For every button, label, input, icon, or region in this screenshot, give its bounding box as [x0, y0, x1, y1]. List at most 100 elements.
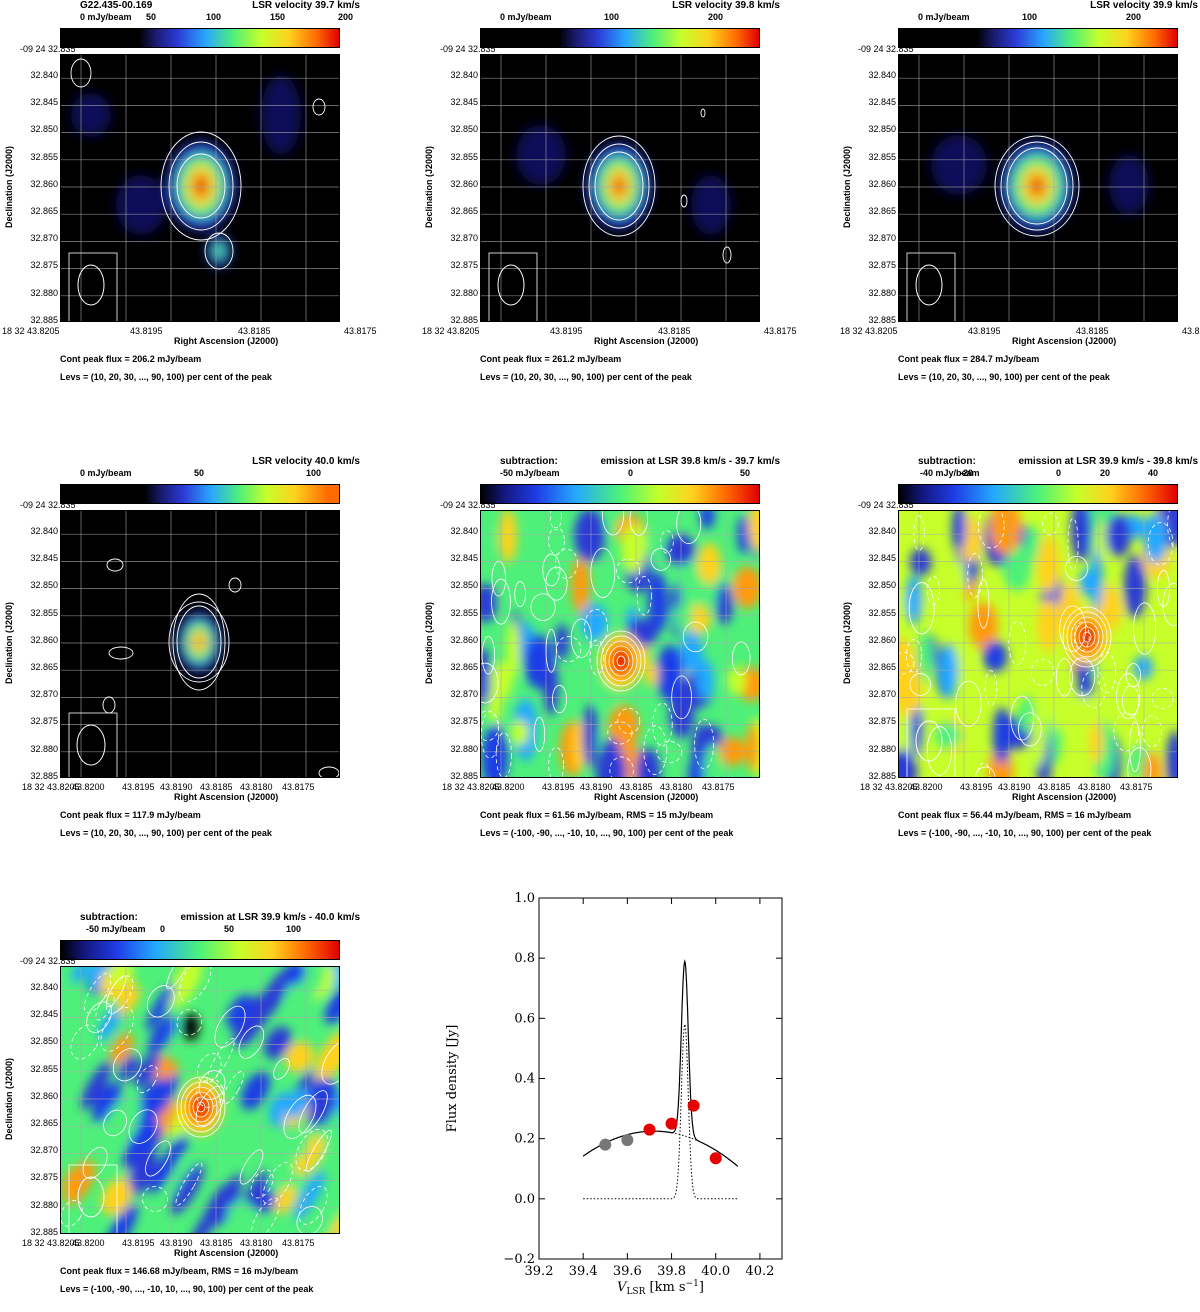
dec-tick-label: 32.855	[450, 607, 478, 618]
dec-tick-label: 32.885	[450, 314, 478, 325]
contour	[1000, 141, 1074, 231]
colorbar	[480, 28, 760, 48]
map-image	[60, 54, 340, 322]
dec-tick-label: 32.850	[868, 580, 896, 591]
contour	[175, 1162, 203, 1206]
emission-blob	[727, 666, 747, 695]
emission-blob	[171, 1136, 188, 1159]
red-data-point	[709, 1152, 722, 1165]
dec-tick-label: 32.865	[30, 206, 58, 216]
contour	[656, 740, 683, 764]
contour	[1067, 517, 1079, 571]
dec-tick-label: 32.845	[30, 97, 58, 108]
contour	[1006, 147, 1068, 225]
contour	[671, 675, 692, 720]
contour	[1133, 602, 1157, 655]
contour	[913, 515, 925, 551]
contour	[495, 732, 512, 777]
contour	[694, 718, 714, 770]
emission-blob	[1025, 525, 1040, 562]
emission-blob	[1030, 176, 1044, 196]
ra-tick-label: 43.8185	[1076, 326, 1109, 336]
colorbar	[60, 28, 340, 48]
contour	[549, 511, 562, 531]
ra-tick-label: 43.8195	[960, 782, 993, 792]
emission-blob	[516, 125, 566, 185]
dec-tick-label: 32.840	[30, 70, 58, 80]
colorbar-tick-label: 0	[160, 924, 166, 934]
contour	[179, 967, 212, 1002]
colorbar-tick-label: 0	[628, 468, 634, 478]
emission-blob	[481, 647, 491, 707]
peak-contour	[192, 1096, 210, 1118]
map-image	[60, 966, 340, 1234]
emission-blob	[716, 582, 733, 625]
emission-blob	[194, 175, 208, 197]
velocity-label: LSR velocity 39.8 km/s	[672, 0, 780, 11]
dec-tick-label: 32.880	[450, 743, 478, 754]
emission-blob	[573, 511, 606, 562]
emission-blob	[554, 623, 570, 661]
emission-blob	[1069, 695, 1099, 738]
y-tick-label: 0.8	[514, 951, 535, 966]
colorbar-tick-label: 40	[1148, 468, 1159, 478]
x-tick-label: 39.6	[613, 1264, 642, 1279]
contour	[1042, 513, 1059, 536]
ra-tick-label: 43.8195	[968, 326, 1001, 336]
dec-tick-label: 32.880	[30, 1199, 58, 1210]
emission-blob	[274, 1185, 297, 1215]
map-svg	[481, 511, 759, 777]
emission-blob	[71, 93, 111, 137]
dec-tick-label: 32.870	[868, 689, 896, 700]
contour	[1167, 511, 1177, 550]
map-panel-1: G22.435-00.169 LSR velocity 39.7 km/s 0 mJ…	[0, 0, 380, 400]
emission-blob	[133, 1077, 169, 1128]
dec-tick-label: 32.875	[30, 1172, 58, 1183]
contour	[106, 558, 124, 572]
map-image	[480, 54, 760, 322]
x-axis-label: Right Ascension (J2000)	[594, 336, 699, 346]
contour	[61, 1199, 83, 1227]
emission-blob	[1002, 543, 1032, 591]
emission-blob	[608, 705, 640, 749]
contour	[1081, 670, 1106, 709]
contour	[160, 131, 242, 241]
contour	[636, 576, 652, 616]
emission-blob	[283, 967, 306, 986]
colorbar-tick-label: 50	[740, 468, 751, 478]
dec-top-label: -09 24 32.835	[20, 44, 76, 54]
emission-blob	[213, 243, 225, 259]
contour	[552, 684, 568, 714]
peak-contour	[1074, 621, 1100, 653]
emission-blob	[572, 719, 586, 772]
dec-tick-label: 32.845	[868, 97, 896, 108]
contour	[909, 673, 931, 696]
y-axis-label: Declination (J2000)	[424, 145, 434, 228]
x-tick-label: 40.0	[701, 1264, 730, 1279]
ra-tick-label: 43.8175	[1120, 782, 1153, 792]
plot-frame	[538, 897, 783, 1260]
peak-contour	[616, 655, 626, 667]
ra-tick-label: 43.8180	[240, 782, 273, 792]
ra-tick-label: 43.8200	[72, 1238, 105, 1248]
emission-blob	[109, 1033, 134, 1065]
x-tick-label: 39.4	[569, 1264, 598, 1279]
ra-tick-label: 43.8195	[122, 1238, 155, 1248]
x-axis-label: Right Ascension (J2000)	[1012, 792, 1117, 802]
emission-blob	[934, 721, 962, 750]
emission-blob	[951, 559, 967, 602]
beam-ellipse	[76, 724, 106, 766]
map-svg	[899, 55, 1177, 321]
colorbar	[898, 28, 1178, 48]
contour	[103, 1109, 127, 1137]
dec-tick-label: 32.870	[868, 233, 896, 244]
y-axis-label: Declination (J2000)	[842, 145, 852, 228]
velocity-label: LSR velocity 39.9 km/s	[1090, 0, 1198, 11]
contour	[128, 1109, 158, 1144]
map-image	[480, 510, 760, 778]
emission-blob	[167, 967, 203, 1008]
emission-blob	[1143, 512, 1168, 564]
contour	[204, 232, 234, 270]
dec-tick-label: 32.885	[30, 314, 58, 325]
dec-tick-label: 32.870	[30, 233, 58, 244]
